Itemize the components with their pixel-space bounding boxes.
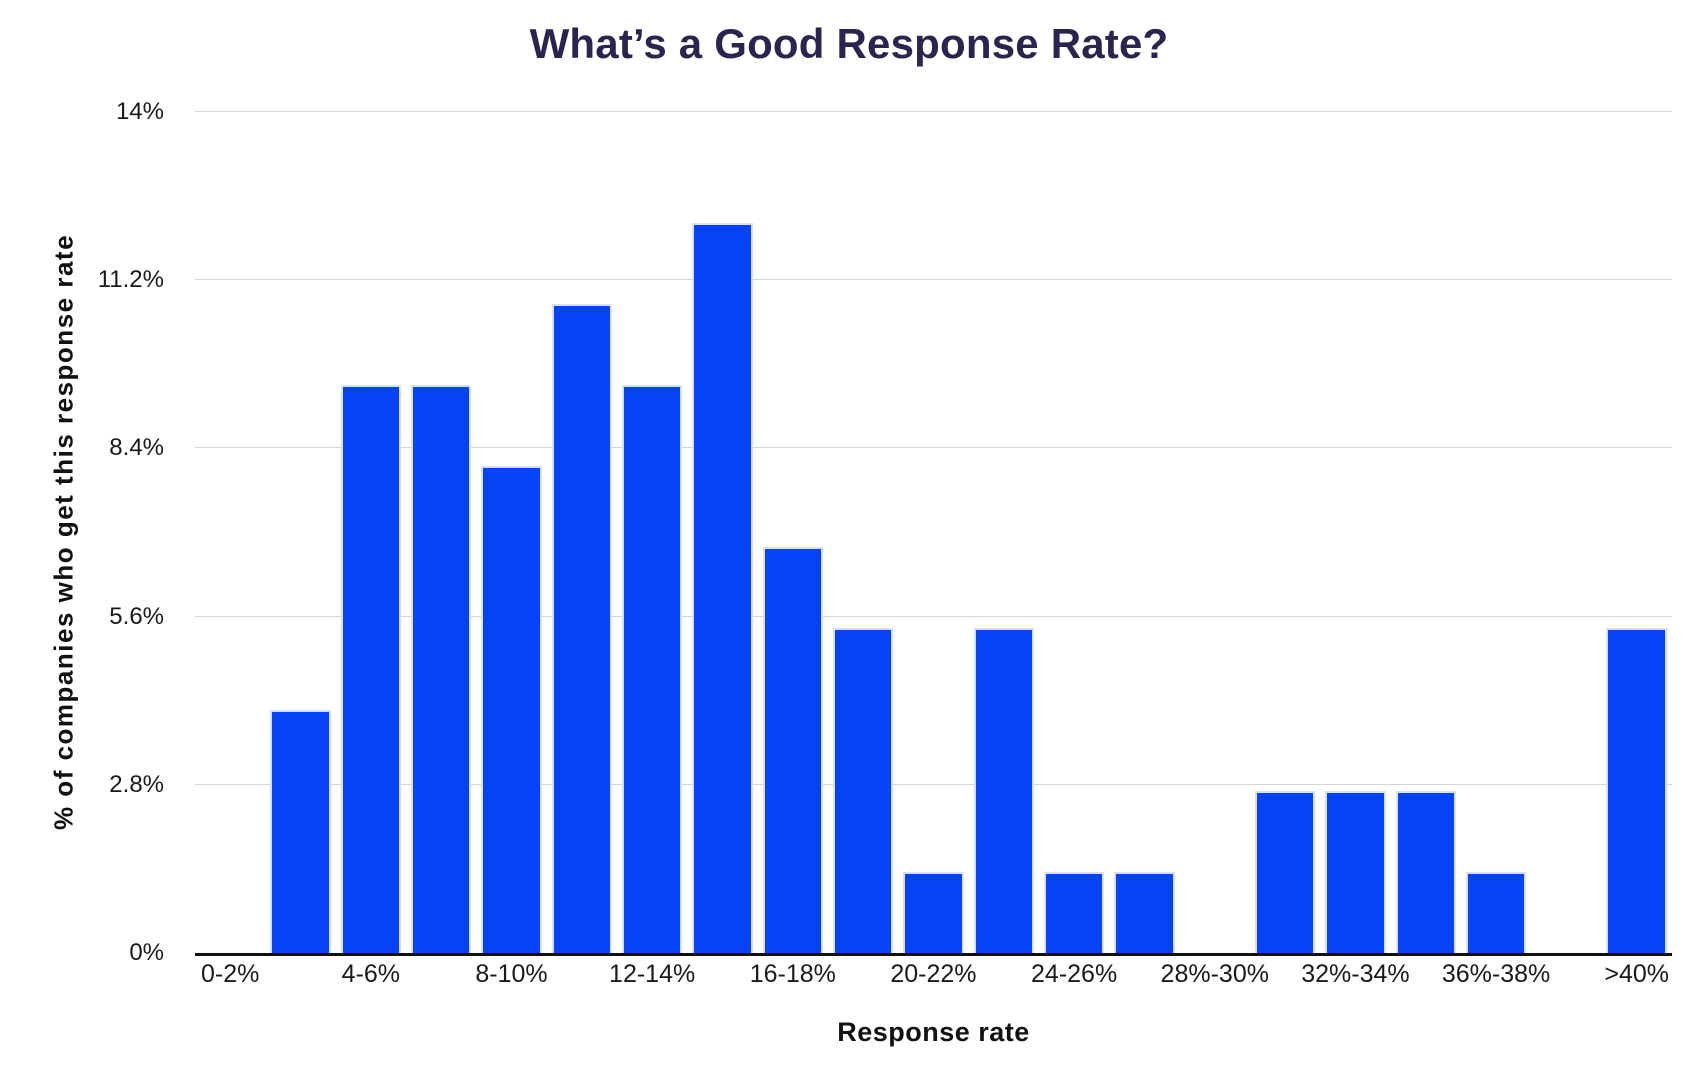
bar-30-32% [1254,790,1316,953]
y-tick-label-11.2%: 11.2% [97,266,164,294]
gridline-5.6% [195,615,1672,617]
bar-16-18% [762,546,824,953]
x-axis-title: Response rate [837,1017,1030,1047]
bar-slot-0-2% [195,112,265,953]
bar-slot-2-4% [265,112,335,953]
x-tick-label-36%-38%: 36%-38% [1441,960,1551,988]
chart-title: What’s a Good Response Rate? [529,20,1169,67]
x-tick-slot-24-26%: 24-26% [1031,960,1117,995]
x-tick-label-8-10%: 8-10% [475,960,548,988]
gridline-14% [195,111,1672,112]
x-tick-label-12-14%: 12-14% [609,960,696,988]
x-tick-slot-0-2%: 0-2% [195,960,265,995]
bar-slot-20-22% [898,112,968,953]
x-tick-slot-12-14%: 12-14% [609,960,695,995]
bar-4-6% [340,384,402,953]
bar-slot-36-38% [1461,112,1531,953]
x-tick-label-32%-34%: 32%-34% [1301,960,1410,988]
bar-34-36% [1395,790,1456,953]
bar-slot->40% [1602,112,1672,953]
bar-12-14% [621,384,683,953]
bar-slot-16-18% [758,112,828,953]
bar-slot-38-40% [1531,112,1601,953]
x-tick-slot->40%: >40% [1602,960,1672,995]
x-tick-slot-2-4% [265,961,335,995]
gridlines-layer [195,111,1672,953]
bar-slot-10-12% [547,112,617,953]
x-tick-label-20-22%: 20-22% [890,960,977,988]
bar-18-20% [832,628,894,953]
x-tick-slot-14-16% [687,961,757,995]
x-tick-label-4-6%: 4-6% [341,960,400,988]
x-tick-slot-22-24% [969,961,1039,995]
bar-14-16% [692,222,753,953]
x-tick-label->40%: >40% [1604,960,1670,988]
y-axis-tick-labels: 0% 2.8% 5.6% 8.4% 11.2% 14% [0,100,164,965]
y-tick-label-8.4%: 8.4% [109,434,164,462]
x-tick-slot-6-8% [406,961,476,995]
x-tick-label-0-2%: 0-2% [200,960,260,988]
bar-22-24% [973,628,1034,953]
x-tick-slot-28-30%: 28%-30% [1161,960,1269,995]
bar-slot-6-8% [406,112,476,953]
bar-slot-14-16% [687,112,757,953]
bar-slot-12-14% [617,112,687,953]
gridline-8.4% [195,447,1672,449]
bar-slot-34-36% [1391,112,1461,953]
gridline-11.2% [195,279,1672,281]
bar-slot-30-32% [1250,112,1320,953]
y-tick-label-2.8%: 2.8% [109,770,164,798]
bar-slot-8-10% [476,112,546,953]
x-tick-label-28%-30%: 28%-30% [1160,960,1269,988]
bar-slot-32-34% [1320,112,1390,953]
bar-slot-28-30% [1180,112,1250,953]
x-tick-slot-38-40% [1531,961,1601,995]
bar-24-26% [1043,871,1105,953]
y-tick-label-14%: 14% [115,98,164,125]
x-tick-slot-20-22%: 20-22% [890,960,976,995]
bar-32-34% [1325,790,1386,953]
x-tick-slot-36-38%: 36%-38% [1442,960,1550,995]
bar-slot-22-24% [969,112,1039,953]
y-tick-label-5.6%: 5.6% [109,602,164,630]
x-tick-slot-8-10%: 8-10% [475,960,548,995]
bar-10-12% [551,303,613,953]
x-tick-slot-18-20% [828,961,898,995]
bar-6-8% [410,384,472,953]
bar-slot-4-6% [336,112,406,953]
x-tick-slot-32-34%: 32%-34% [1301,960,1409,995]
bar-8-10% [481,465,542,953]
bar-slot-18-20% [828,112,898,953]
bar-26-28% [1114,871,1175,953]
bar-2-4% [270,709,331,953]
plot-area [195,111,1672,956]
gridline-2.8% [195,783,1672,785]
bars-layer [195,112,1672,953]
x-tick-label-24-26%: 24-26% [1031,960,1118,988]
x-tick-label-16-18%: 16-18% [749,960,836,988]
bar-36-38% [1465,871,1527,953]
bar->40% [1606,628,1667,953]
x-tick-slot-10-12% [547,961,617,995]
x-tick-slot-16-18%: 16-18% [750,960,836,995]
x-axis-tick-labels: 0-2% 4-6% 8-10% 12-14% 16-18% 20-22% 24-26% 28%… [195,960,1672,995]
bar-20-22% [903,871,964,953]
y-tick-label-0%: 0% [129,939,164,966]
x-tick-slot-4-6%: 4-6% [336,960,406,995]
bar-slot-24-26% [1039,112,1109,953]
bar-slot-26-28% [1109,112,1179,953]
